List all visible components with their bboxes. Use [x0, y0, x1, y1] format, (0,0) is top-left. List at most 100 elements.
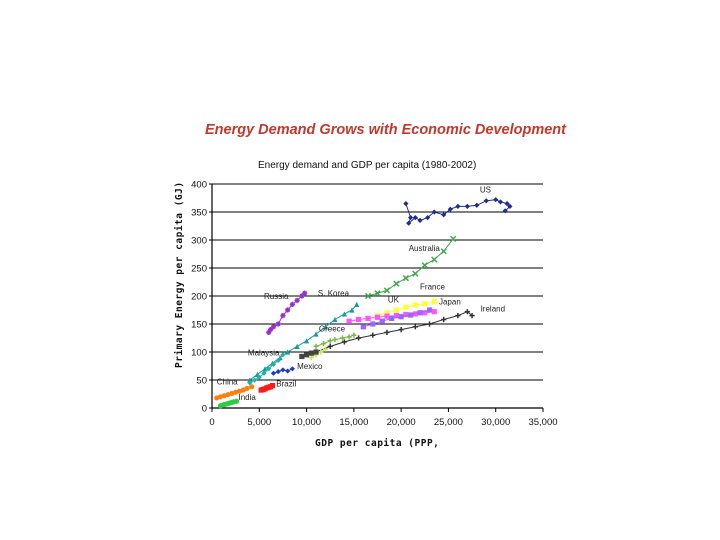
data-point — [269, 383, 276, 389]
data-point — [365, 315, 371, 321]
data-point — [270, 370, 277, 376]
x-tick-label: 20,000 — [387, 417, 416, 428]
data-point — [412, 215, 418, 221]
series-label: Brazil — [276, 380, 296, 389]
data-point — [455, 313, 461, 319]
data-point — [412, 302, 418, 308]
x-tick-label: 35,000 — [528, 417, 557, 428]
x-tick-label: 15,000 — [339, 417, 368, 428]
y-tick-label: 50 — [196, 376, 207, 387]
data-point — [398, 327, 404, 333]
y-tick-label: 100 — [191, 348, 207, 359]
data-point — [280, 367, 286, 373]
data-point — [256, 374, 262, 380]
data-point — [483, 198, 489, 204]
data-point — [285, 368, 291, 374]
data-point — [431, 299, 437, 305]
data-point — [384, 313, 390, 319]
data-point — [346, 318, 352, 324]
data-point — [313, 331, 319, 337]
data-point — [426, 321, 433, 327]
data-point — [299, 293, 305, 299]
series-label: Russia — [264, 292, 289, 301]
data-point — [318, 349, 324, 355]
data-point — [408, 215, 414, 221]
data-point — [493, 197, 499, 203]
data-point — [285, 307, 291, 313]
data-point — [360, 324, 366, 330]
data-point — [244, 385, 250, 391]
y-axis-title: Primary Energy per capita (GJ) — [174, 181, 185, 368]
data-point — [308, 355, 314, 361]
series-label: US — [480, 185, 491, 194]
data-point — [469, 313, 475, 319]
data-point — [374, 314, 381, 320]
data-point — [497, 199, 504, 205]
data-point — [351, 332, 357, 338]
data-point — [441, 212, 447, 218]
data-point — [341, 339, 347, 345]
data-point — [355, 316, 362, 323]
data-point — [384, 310, 390, 316]
x-tick-label: 0 — [209, 417, 214, 428]
series-label: Japan — [439, 297, 461, 306]
series-label: France — [420, 282, 445, 291]
chart-marks — [214, 197, 513, 409]
x-tick-label: 30,000 — [481, 417, 510, 428]
chart-title: Energy demand and GDP per capita (1980-2… — [258, 160, 476, 171]
y-tick-label: 250 — [191, 264, 207, 275]
data-point — [364, 292, 372, 300]
data-point — [266, 366, 272, 372]
data-point — [422, 301, 428, 307]
data-point — [440, 248, 447, 255]
series-label: Mexico — [297, 362, 323, 371]
data-point — [421, 262, 428, 269]
data-point — [289, 301, 295, 307]
data-point — [447, 206, 453, 212]
data-point — [403, 311, 409, 318]
x-axis-title: GDP per capita (PPP, — [315, 438, 439, 449]
data-point — [303, 338, 310, 344]
data-point — [322, 346, 329, 352]
y-tick-label: 0 — [202, 404, 207, 415]
data-point — [270, 361, 277, 367]
data-point — [280, 352, 286, 358]
series-labels: US Australia France Japan UK Ireland Greece S. … — [217, 185, 505, 402]
data-point — [417, 217, 423, 223]
data-point — [431, 309, 437, 315]
data-point — [504, 201, 510, 207]
series-label: Malaysia — [248, 348, 280, 357]
data-point — [379, 318, 385, 324]
data-point — [299, 353, 305, 360]
data-point — [313, 349, 319, 355]
data-point — [313, 343, 319, 349]
y-tick-label: 300 — [191, 236, 207, 247]
data-point — [327, 343, 333, 349]
data-point — [233, 398, 240, 404]
data-point — [464, 203, 470, 209]
data-point — [393, 280, 400, 287]
data-point — [393, 307, 400, 313]
data-point — [412, 324, 418, 330]
x-tick-label: 5,000 — [247, 417, 271, 428]
data-point — [327, 338, 333, 344]
data-point — [275, 321, 281, 327]
data-point — [339, 335, 346, 341]
data-point — [332, 316, 338, 323]
data-point — [422, 310, 428, 316]
data-point — [455, 203, 461, 209]
data-point — [402, 274, 410, 282]
data-point — [412, 270, 419, 277]
data-point — [320, 341, 327, 347]
y-tick-label: 150 — [191, 320, 207, 331]
data-point — [393, 313, 400, 319]
y-tick-label: 350 — [191, 208, 207, 219]
data-point — [294, 343, 300, 349]
data-point — [346, 334, 352, 340]
data-point — [464, 309, 470, 315]
data-point — [398, 314, 404, 320]
data-point — [450, 235, 457, 243]
data-point — [247, 380, 253, 386]
data-point — [370, 321, 376, 327]
